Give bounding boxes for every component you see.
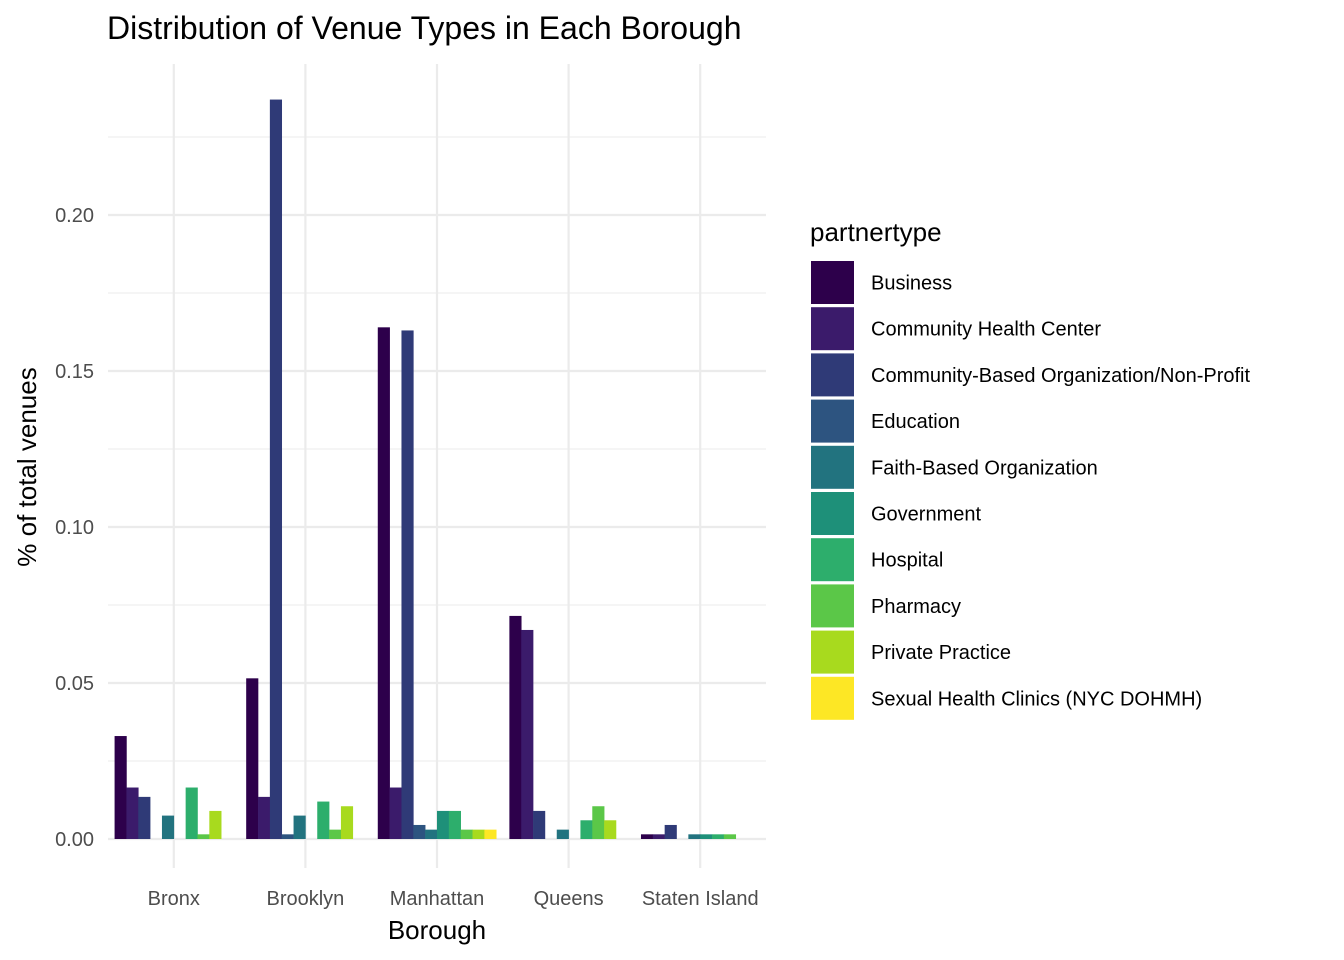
bars bbox=[114, 99, 737, 839]
bar bbox=[664, 824, 677, 839]
legend-label: Community-Based Organization/Non-Profit bbox=[871, 365, 1250, 387]
bar bbox=[592, 806, 605, 839]
bar bbox=[556, 829, 569, 839]
legend-label: Hospital bbox=[871, 550, 943, 572]
y-axis-title: % of total venues bbox=[12, 367, 42, 566]
legend-key bbox=[811, 445, 854, 489]
bar bbox=[723, 834, 737, 839]
legend-key bbox=[811, 261, 854, 304]
bar bbox=[580, 820, 593, 839]
bar bbox=[604, 820, 617, 839]
legend-label: Education bbox=[871, 411, 960, 433]
y-tick-label: 0.00 bbox=[55, 829, 94, 851]
bar bbox=[712, 834, 725, 839]
legend-label: Pharmacy bbox=[871, 596, 961, 618]
bar bbox=[269, 99, 283, 839]
bar bbox=[509, 615, 522, 839]
x-axis-ticks: Bronx Brooklyn Manhattan Queens Staten Islan… bbox=[148, 888, 759, 910]
bar bbox=[533, 810, 546, 839]
x-tick-label: Brooklyn bbox=[266, 888, 344, 910]
chart-title: Distribution of Venue Types in Each Boro… bbox=[107, 10, 741, 46]
y-tick-label: 0.05 bbox=[55, 673, 94, 695]
bar bbox=[209, 810, 222, 839]
bar bbox=[281, 834, 294, 839]
x-tick-label: Staten Island bbox=[642, 888, 759, 910]
bar bbox=[138, 796, 151, 839]
bar bbox=[126, 787, 139, 839]
legend-key bbox=[811, 538, 854, 582]
legend-label: Government bbox=[871, 504, 981, 526]
bar bbox=[317, 801, 330, 839]
legend-label: Community Health Center bbox=[871, 319, 1101, 341]
legend-key bbox=[811, 307, 854, 351]
legend-key bbox=[811, 676, 854, 720]
y-axis-ticks: 0.00 0.05 0.10 0.15 0.20 bbox=[55, 205, 94, 851]
x-axis-title: Borough bbox=[388, 915, 486, 945]
bar bbox=[448, 810, 461, 839]
legend-label: Business bbox=[871, 273, 952, 295]
y-tick-label: 0.20 bbox=[55, 205, 94, 227]
bar bbox=[185, 787, 198, 839]
legend-key bbox=[811, 353, 854, 397]
bar bbox=[484, 829, 497, 839]
bar bbox=[377, 327, 390, 839]
legend-key bbox=[811, 399, 854, 443]
bar bbox=[640, 834, 654, 839]
bar bbox=[460, 829, 473, 839]
x-tick-label: Manhattan bbox=[390, 888, 485, 910]
bar bbox=[472, 829, 485, 839]
bar bbox=[521, 629, 534, 839]
bar bbox=[258, 796, 271, 839]
bar bbox=[114, 736, 127, 839]
bar bbox=[413, 824, 426, 839]
bar bbox=[329, 829, 342, 839]
bar bbox=[437, 810, 450, 839]
legend-title: partnertype bbox=[810, 217, 942, 247]
bar bbox=[652, 834, 665, 839]
legend-key bbox=[811, 630, 854, 674]
bar bbox=[688, 834, 701, 839]
bar bbox=[340, 806, 354, 839]
legend-label: Sexual Health Clinics (NYC DOHMH) bbox=[871, 688, 1202, 710]
legend-key bbox=[811, 492, 854, 535]
grid bbox=[108, 64, 766, 868]
legend-label: Private Practice bbox=[871, 642, 1011, 664]
bar bbox=[246, 678, 259, 839]
bar bbox=[700, 834, 713, 839]
bar bbox=[401, 330, 414, 839]
x-tick-label: Bronx bbox=[148, 888, 200, 910]
legend-key bbox=[811, 584, 854, 628]
y-tick-label: 0.10 bbox=[55, 517, 94, 539]
legend: partnertype Business Community Health Cen… bbox=[810, 217, 1250, 720]
bar bbox=[389, 787, 402, 839]
bar bbox=[161, 815, 175, 839]
y-tick-label: 0.15 bbox=[55, 361, 94, 383]
bar bbox=[197, 834, 210, 839]
legend-label: Faith-Based Organization bbox=[871, 457, 1098, 479]
x-tick-label: Queens bbox=[534, 888, 604, 910]
bar bbox=[425, 829, 438, 839]
bar bbox=[293, 815, 306, 839]
